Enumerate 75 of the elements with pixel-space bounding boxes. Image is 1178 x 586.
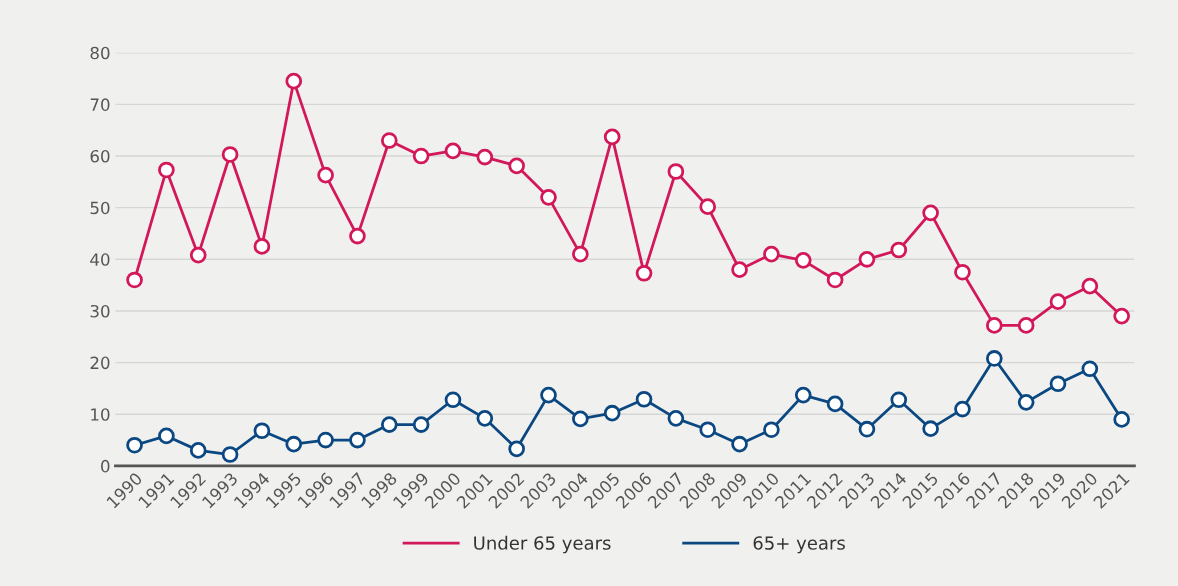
point xyxy=(890,241,908,259)
point xyxy=(508,157,525,175)
point xyxy=(412,416,430,433)
point xyxy=(699,421,717,439)
point xyxy=(954,400,971,418)
point xyxy=(954,263,971,281)
point xyxy=(476,148,494,166)
point xyxy=(635,264,653,282)
point xyxy=(1113,307,1131,325)
point xyxy=(985,317,1003,334)
point xyxy=(922,420,939,438)
y-tick-label: 30 xyxy=(90,304,110,318)
legend-label: 65+ years xyxy=(753,536,845,554)
point xyxy=(285,435,303,453)
point xyxy=(189,246,207,264)
point xyxy=(603,128,621,146)
point xyxy=(444,391,462,409)
point xyxy=(1081,360,1099,378)
point xyxy=(349,227,366,245)
point xyxy=(1113,411,1131,428)
point xyxy=(317,431,334,449)
y-tick-label: 0 xyxy=(101,459,110,473)
point xyxy=(380,132,398,149)
point xyxy=(412,147,430,165)
point xyxy=(572,245,589,263)
y-tick-label: 70 xyxy=(90,98,110,111)
point xyxy=(221,146,239,163)
point xyxy=(572,410,589,428)
point xyxy=(731,435,748,453)
point xyxy=(189,442,207,459)
point xyxy=(858,250,876,268)
point xyxy=(158,161,175,179)
point xyxy=(540,386,557,404)
point xyxy=(444,142,462,160)
point xyxy=(985,350,1003,367)
point xyxy=(635,390,653,408)
point xyxy=(826,271,844,289)
point xyxy=(763,421,780,439)
point xyxy=(1049,293,1067,310)
point xyxy=(317,166,334,184)
point xyxy=(476,410,494,427)
point xyxy=(1081,277,1099,295)
point xyxy=(667,163,685,180)
y-tick-label: 10 xyxy=(91,408,110,421)
point xyxy=(1017,394,1035,411)
point xyxy=(667,410,685,427)
point xyxy=(508,440,525,458)
point xyxy=(794,252,812,269)
point xyxy=(794,386,812,404)
legend-label: Under 65 years xyxy=(474,535,611,554)
point xyxy=(826,395,844,413)
y-tick-label: 60 xyxy=(90,149,110,163)
point xyxy=(158,427,175,445)
y-tick-label: 80 xyxy=(90,46,110,60)
point xyxy=(380,416,398,433)
point xyxy=(253,422,271,440)
point xyxy=(890,391,908,409)
point xyxy=(603,404,621,422)
y-tick-label: 50 xyxy=(90,201,110,215)
point xyxy=(126,271,143,289)
point xyxy=(763,245,780,263)
point xyxy=(540,189,557,206)
point xyxy=(858,420,876,438)
point xyxy=(253,238,271,255)
point xyxy=(349,431,366,449)
y-tick-label: 20 xyxy=(90,356,110,370)
point xyxy=(126,436,143,454)
point xyxy=(1017,317,1035,334)
point xyxy=(285,72,303,90)
point xyxy=(1049,375,1067,393)
point xyxy=(699,198,717,215)
point xyxy=(731,261,748,278)
y-tick-label: 40 xyxy=(90,253,110,266)
point xyxy=(922,204,939,222)
point xyxy=(221,446,239,463)
